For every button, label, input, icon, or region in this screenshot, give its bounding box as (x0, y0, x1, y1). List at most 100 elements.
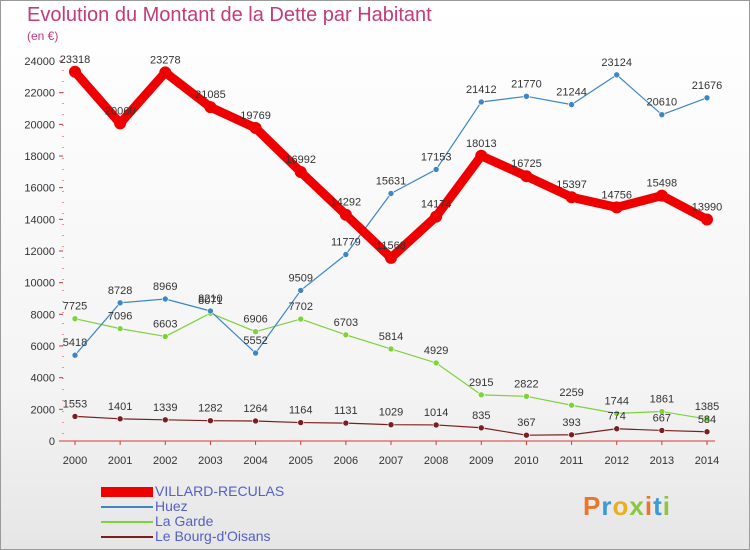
data-point-la-garde (477, 391, 485, 399)
data-point-villard-reculas (69, 65, 81, 78)
data-label-huez: 5418 (63, 337, 87, 349)
y-tick-label: 10000 (24, 278, 55, 290)
y-tick-label: 16000 (24, 183, 55, 195)
data-label-le-bourg-d-oisans: 835 (472, 410, 490, 422)
data-point-villard-reculas (159, 66, 172, 79)
data-label-la-garde: 1861 (650, 394, 674, 406)
data-point-huez (568, 101, 575, 108)
series-line-huez (74, 74, 708, 356)
data-point-le-bourg-d-oisans (658, 427, 666, 434)
data-point-le-bourg-d-oisans (342, 419, 350, 427)
data-label-la-garde: 2822 (514, 378, 538, 390)
logo-letter: o (612, 491, 630, 521)
data-label-huez: 5552 (243, 335, 267, 347)
data-label-le-bourg-d-oisans: 774 (608, 411, 626, 423)
data-label-villard-reculas: 23278 (150, 54, 181, 66)
data-label-le-bourg-d-oisans: 1264 (243, 403, 267, 415)
data-point-villard-reculas (701, 213, 713, 226)
data-label-huez: 21412 (466, 84, 497, 96)
data-point-le-bourg-d-oisans (297, 419, 305, 426)
data-label-le-bourg-d-oisans: 1014 (424, 407, 448, 419)
data-label-le-bourg-d-oisans: 367 (517, 417, 535, 429)
data-point-la-garde (523, 393, 530, 400)
x-tick-label: 2004 (243, 455, 267, 467)
data-point-la-garde (161, 333, 169, 340)
unit-label: (en €) (27, 29, 59, 43)
data-label-la-garde: 7725 (63, 301, 87, 313)
chart-title: Evolution du Montant de la Dette par Hab… (27, 4, 432, 26)
data-point-le-bourg-d-oisans (703, 428, 711, 436)
data-point-villard-reculas (520, 170, 533, 183)
y-tick-label: 20000 (24, 119, 55, 131)
x-tick-label: 2001 (108, 455, 132, 467)
data-label-la-garde: 2259 (559, 387, 583, 399)
logo-letter: P (583, 491, 602, 521)
data-label-la-garde: 6703 (334, 317, 358, 329)
data-label-la-garde: 6906 (243, 314, 267, 326)
data-label-le-bourg-d-oisans: 584 (698, 414, 716, 426)
data-label-villard-reculas: 23318 (60, 54, 91, 66)
x-tick-label: 2010 (514, 455, 538, 467)
data-label-le-bourg-d-oisans: 1553 (63, 398, 87, 410)
data-point-villard-reculas (655, 189, 668, 202)
data-point-la-garde (252, 328, 259, 335)
data-point-le-bourg-d-oisans (523, 431, 530, 439)
data-label-le-bourg-d-oisans: 667 (653, 412, 671, 424)
data-label-villard-reculas: 15397 (556, 179, 587, 191)
data-point-la-garde (658, 408, 666, 415)
data-label-villard-reculas: 15498 (647, 178, 678, 190)
data-point-villard-reculas (204, 101, 217, 114)
data-point-le-bourg-d-oisans (207, 417, 214, 425)
data-point-huez (387, 190, 395, 197)
x-tick-label: 2005 (288, 455, 312, 467)
data-label-villard-reculas: 13990 (692, 201, 723, 213)
legend-swatch-la-garde (101, 521, 153, 523)
data-point-le-bourg-d-oisans (116, 415, 124, 423)
x-tick-label: 2007 (379, 455, 403, 467)
data-label-le-bourg-d-oisans: 1131 (334, 405, 358, 417)
x-tick-label: 2006 (334, 455, 358, 467)
data-label-la-garde: 7096 (108, 311, 132, 323)
data-point-huez (116, 299, 124, 307)
data-label-villard-reculas: 19769 (240, 110, 271, 122)
data-label-huez: 21244 (556, 87, 587, 99)
x-tick-label: 2002 (153, 455, 177, 467)
data-point-huez (342, 251, 350, 258)
data-label-huez: 8210 (198, 293, 222, 305)
data-point-la-garde (297, 315, 305, 323)
data-point-villard-reculas (339, 208, 352, 221)
y-tick-label: 0 (49, 436, 55, 448)
line-chart: 0 2000 4000 6000 8000 10000 12000 14000 16000 180… (24, 54, 723, 467)
data-point-huez (297, 287, 305, 294)
data-label-huez: 8728 (108, 285, 132, 297)
y-tick-label: 6000 (31, 341, 55, 353)
y-tick-label: 4000 (31, 373, 55, 385)
data-label-la-garde: 5814 (379, 331, 403, 343)
data-label-huez: 20610 (647, 97, 678, 109)
data-point-le-bourg-d-oisans (252, 417, 259, 425)
y-tick-label: 8000 (31, 309, 55, 321)
legend-label-le-bourg-d-oisans: Le Bourg-d'Oisans (155, 528, 271, 544)
series-line-villard-reculas (70, 67, 712, 263)
data-label-la-garde: 2915 (469, 377, 493, 389)
data-point-huez (432, 166, 440, 173)
x-tick-label: 2009 (469, 455, 493, 467)
data-point-villard-reculas (249, 121, 262, 134)
data-point-huez (523, 93, 530, 100)
data-point-villard-reculas (430, 210, 443, 223)
data-label-huez: 9509 (288, 272, 312, 284)
data-label-le-bourg-d-oisans: 393 (562, 417, 580, 429)
x-tick-label: 2013 (650, 455, 674, 467)
data-label-huez: 21770 (511, 78, 542, 90)
data-label-la-garde: 1385 (695, 401, 719, 413)
data-label-la-garde: 8071 (198, 295, 222, 307)
legend-label-villard-reculas: VILLARD-RECULAS (155, 483, 285, 499)
data-point-la-garde (613, 410, 621, 417)
data-point-la-garde (116, 325, 124, 332)
x-tick-label: 2003 (198, 455, 222, 467)
logo-letter: r (601, 491, 613, 521)
data-point-villard-reculas (294, 165, 307, 178)
data-point-villard-reculas (565, 191, 578, 204)
x-tick-label: 2012 (604, 455, 628, 467)
